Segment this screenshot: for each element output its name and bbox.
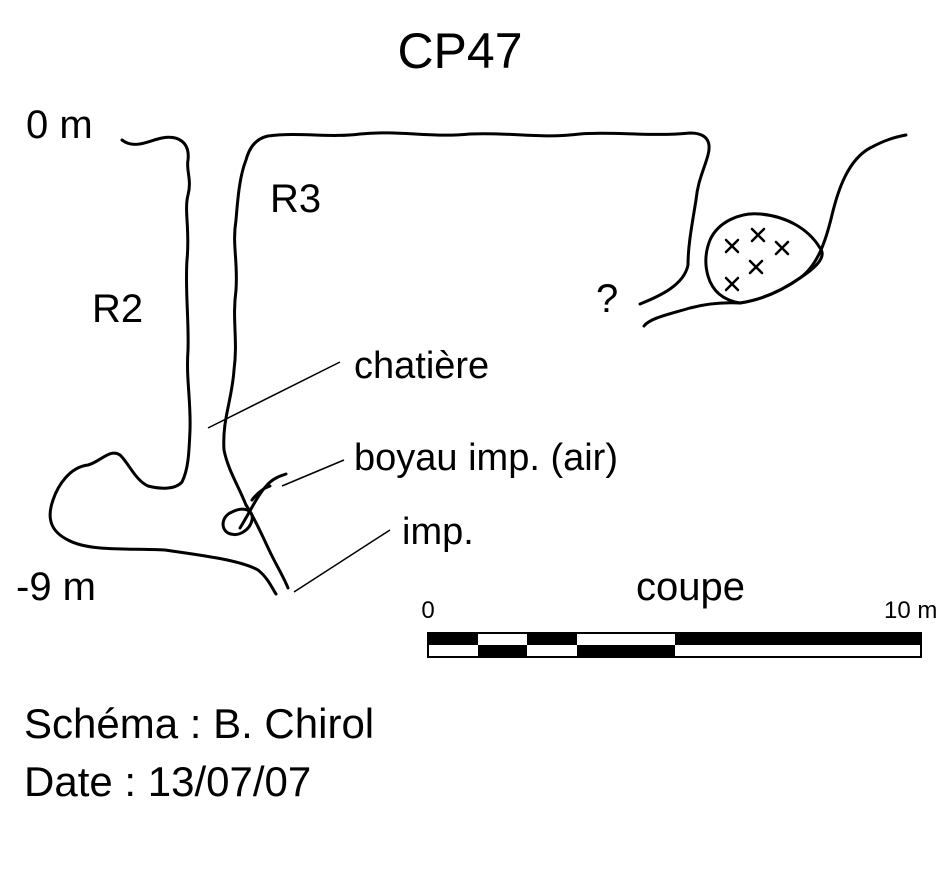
cross-mark <box>724 276 740 292</box>
r2-shaft-wall <box>48 135 278 596</box>
rock-block <box>704 212 824 305</box>
cross-mark <box>748 259 764 275</box>
unknown-mark: ? <box>596 277 618 321</box>
leader-imp <box>293 529 391 593</box>
annotation-boyau: boyau imp. (air) <box>354 437 618 479</box>
cross-mark <box>724 238 740 254</box>
credit-date: Date : 13/07/07 <box>24 758 311 805</box>
bottom-loop <box>221 507 254 536</box>
shaft-label-r3: R3 <box>270 177 321 221</box>
shaft-label-r2: R2 <box>92 287 143 331</box>
leader-boyau <box>281 459 345 487</box>
imp-passage <box>244 503 290 590</box>
scale-segment <box>478 645 527 657</box>
depth-label-top: 0 m <box>26 103 93 147</box>
annotation-chatiere: chatière <box>354 345 489 387</box>
leader-chatiere <box>207 361 341 429</box>
boyau-passage-lower <box>250 484 272 502</box>
r3-shaft-wall <box>222 131 711 507</box>
scale-segment <box>675 633 921 645</box>
scale-segment <box>527 633 577 645</box>
cross-mark <box>774 240 790 256</box>
scale-end-label: 10 m <box>884 597 937 624</box>
boyau-passage <box>238 472 288 530</box>
diagram-title: CP47 <box>397 23 522 79</box>
annotation-imp: imp. <box>402 511 474 553</box>
scale-start-label: 0 <box>421 597 434 624</box>
scale-segment <box>577 645 675 657</box>
view-label: coupe <box>636 565 745 609</box>
credit-author: Schéma : B. Chirol <box>24 700 374 747</box>
scale-segment <box>428 633 478 645</box>
depth-label-bottom: -9 m <box>16 565 96 609</box>
cross-mark <box>750 227 766 243</box>
scale-bar: 0 10 m <box>421 597 937 658</box>
boulder-marks <box>724 227 790 292</box>
right-floor-wall <box>642 133 908 328</box>
